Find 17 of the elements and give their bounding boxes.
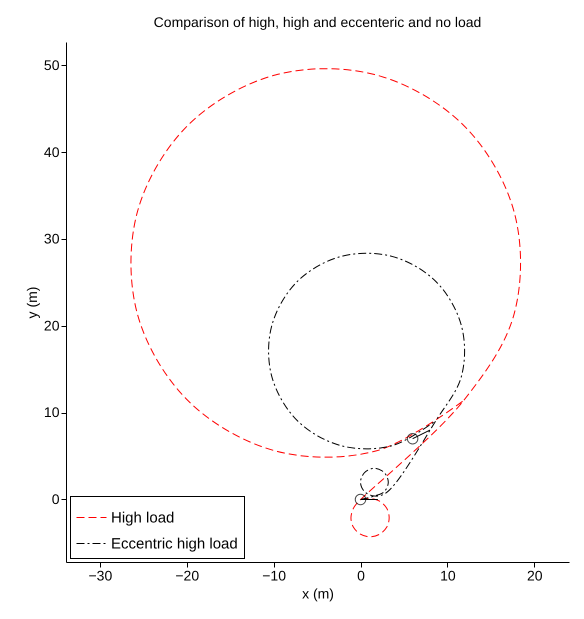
x-tick-label: −20 xyxy=(175,568,200,584)
x-axis-title: x (m) xyxy=(302,586,334,602)
x-tick-label: −10 xyxy=(262,568,286,584)
y-tick-label: 0 xyxy=(52,490,60,507)
x-tick-label: 10 xyxy=(440,568,456,584)
x-tick-label: −30 xyxy=(88,568,112,584)
y-tick-label: 10 xyxy=(44,404,60,420)
y-tick-label: 50 xyxy=(44,56,60,73)
x-tick-label: 20 xyxy=(526,568,543,584)
y-tick-label: 40 xyxy=(44,144,60,160)
legend-label: High load xyxy=(111,510,174,526)
x-tick-label: 0 xyxy=(357,568,366,584)
y-tick-label: 30 xyxy=(44,230,60,247)
legend-label: Eccentric high load xyxy=(111,536,238,552)
y-axis-title: y (m) xyxy=(24,286,40,318)
chart-title: Comparison of high, high and eccenteric and no load xyxy=(154,14,482,30)
y-tick-label: 20 xyxy=(44,317,60,334)
